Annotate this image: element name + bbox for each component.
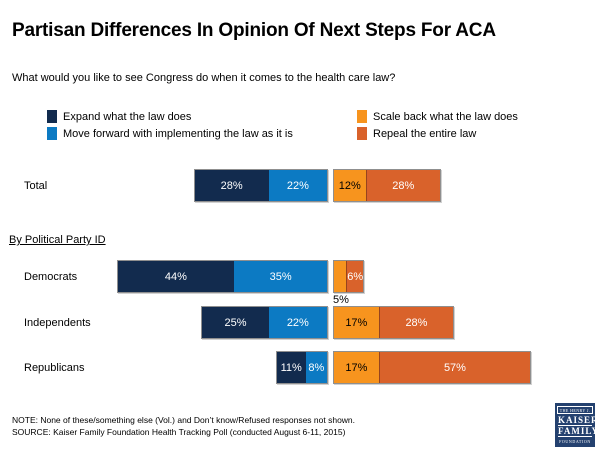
legend-label: Move forward with implementing the law a… (63, 127, 293, 140)
bar-segment: 17% (334, 307, 379, 338)
logo-text-foundation: FOUNDATION (559, 438, 591, 444)
bar-segment: 35% (234, 261, 327, 292)
source-line: SOURCE: Kaiser Family Foundation Health … (12, 427, 346, 437)
bar-segment: 28% (194, 170, 269, 201)
legend-swatch (47, 110, 57, 123)
bar-group-right: 17% 28% (333, 306, 455, 339)
category-label: Republicans (24, 361, 85, 374)
legend-item: Move forward with implementing the law a… (47, 127, 293, 140)
bar-group-right: 17% 57% (333, 351, 532, 384)
category-label: Democrats (24, 270, 78, 283)
category-label: Independents (24, 316, 91, 329)
bar-segment: 22% (268, 307, 327, 338)
kff-logo: THE HENRY J. KAISER FAMILY FOUNDATION (555, 403, 600, 447)
chart-title: Partisan Differences In Opinion Of Next … (12, 20, 496, 41)
section-label: By Political Party ID (9, 234, 106, 246)
legend-swatch (357, 110, 367, 123)
bar-group-left: 44% 35% (116, 260, 328, 293)
legend-item: Scale back what the law does (357, 110, 518, 123)
bar-segment: 8% (305, 352, 327, 383)
legend-label: Expand what the law does (63, 110, 192, 123)
bar-group-left: 11% 8% (275, 351, 328, 384)
bar-segment: 44% (117, 261, 235, 292)
bar-segment: 28% (378, 307, 454, 338)
bar-segment: 12% (334, 170, 366, 201)
legend-label: Scale back what the law does (373, 110, 518, 123)
bar-group-left: 28% 22% (193, 169, 328, 202)
legend-label: Repeal the entire law (373, 127, 477, 140)
chart-question: What would you like to see Congress do w… (12, 72, 396, 84)
legend-swatch (47, 127, 57, 140)
legend-item: Repeal the entire law (357, 127, 476, 140)
bar-segment (334, 261, 347, 292)
category-label: Total (24, 179, 48, 192)
bar-segment: 22% (268, 170, 327, 201)
bar-group-right: 12% 28% (333, 169, 441, 202)
bar-segment: 25% (202, 307, 269, 338)
legend-swatch (357, 127, 367, 140)
value-label-below: 5% (333, 294, 349, 306)
logo-text-kaiser: KAISER (558, 415, 599, 427)
bar-segment: 28% (365, 170, 440, 201)
logo-text-henry: THE HENRY J. (556, 406, 594, 415)
bar-segment: 11% (276, 352, 306, 383)
bar-segment: 17% (334, 352, 379, 383)
bar-group-right: 6% (333, 260, 365, 293)
legend-item: Expand what the law does (47, 110, 191, 123)
bar-segment: 6% (346, 261, 364, 292)
bar-segment: 57% (378, 352, 531, 383)
note-line: NOTE: None of these/something else (Vol.… (12, 415, 356, 425)
bar-group-left: 25% 22% (201, 306, 328, 339)
footnotes: NOTE: None of these/something else (Vol.… (12, 414, 355, 438)
logo-text-family: FAMILY (558, 426, 600, 438)
